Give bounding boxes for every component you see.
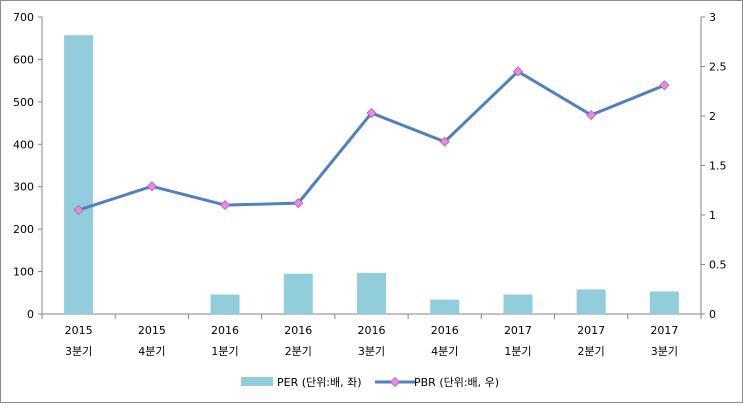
y-right-tick-label: 2 [709, 110, 716, 123]
y-left-tick-label: 100 [13, 266, 34, 279]
x-tick-label-quarter: 4분기 [138, 345, 165, 358]
bar-per [430, 299, 460, 314]
point-pbr [439, 136, 450, 147]
point-pbr [512, 66, 524, 77]
legend-marker-pbr [389, 376, 401, 388]
y-right-tick-label: 3 [709, 11, 716, 24]
x-tick-label-quarter: 1분기 [504, 345, 531, 358]
y-right-tick-label: 0 [709, 308, 716, 321]
y-left-tick-label: 0 [27, 308, 34, 321]
bar-per [64, 35, 94, 314]
legend: PER (단위:배, 좌) PBR (단위:배, 우) [241, 376, 499, 389]
y-left-tick-label: 600 [13, 53, 34, 66]
x-tick-label-year: 2017 [577, 324, 605, 337]
x-tick-label-quarter: 3분기 [651, 345, 678, 358]
point-pbr [146, 181, 157, 192]
x-tick-label-year: 2017 [504, 324, 532, 337]
point-pbr [586, 109, 597, 121]
point-pbr [293, 198, 304, 209]
x-tick-label-year: 2016 [211, 324, 239, 337]
x-tick-label-quarter: 1분기 [211, 345, 238, 358]
y-right-tick-label: 0.5 [709, 259, 727, 272]
y-left-tick-label: 700 [13, 11, 34, 24]
legend-label-per: PER (단위:배, 좌) [277, 376, 362, 389]
x-tick-label-year: 2015 [65, 324, 93, 337]
legend-swatch-per [241, 377, 273, 386]
x-tick-label-quarter: 4분기 [431, 345, 458, 358]
legend-label-pbr: PBR (단위:배, 우) [414, 376, 499, 389]
x-tick-label-year: 2015 [138, 324, 166, 337]
x-tick-label-year: 2016 [284, 324, 312, 337]
x-tick-label-quarter: 3분기 [65, 345, 92, 358]
x-tick-label-year: 2016 [431, 324, 459, 337]
x-tick-label-year: 2016 [358, 324, 386, 337]
line-pbr [78, 69, 665, 212]
point-pbr [73, 204, 84, 216]
y-right-tick-label: 2.5 [709, 61, 727, 74]
point-pbr [219, 200, 231, 211]
y-left-tick-label: 400 [13, 138, 34, 151]
x-tick-label-year: 2017 [650, 324, 678, 337]
x-tick-label-quarter: 2분기 [578, 345, 605, 358]
bar-per [210, 294, 240, 314]
x-tick-label-quarter: 2분기 [285, 345, 312, 358]
bar-per [503, 294, 533, 314]
y-right-tick-label: 1 [709, 209, 716, 222]
tick-labels: 0 100 200 300 400 500 600 700 0 0.5 1 1.5 2 2.5 3 2015 3… [13, 11, 727, 358]
x-tick-label-quarter: 3분기 [358, 345, 385, 358]
y-left-tick-label: 200 [13, 223, 34, 236]
y-right-tick-label: 1.5 [709, 160, 727, 173]
bar-per [576, 289, 606, 314]
bar-per [357, 272, 386, 314]
line-series [73, 66, 670, 216]
point-pbr [659, 80, 670, 91]
bar-series [64, 35, 679, 314]
point-pbr [366, 107, 377, 119]
y-left-tick-label: 500 [13, 96, 34, 109]
bar-per [283, 273, 313, 314]
bar-per [649, 291, 679, 314]
y-left-tick-label: 300 [13, 181, 34, 194]
